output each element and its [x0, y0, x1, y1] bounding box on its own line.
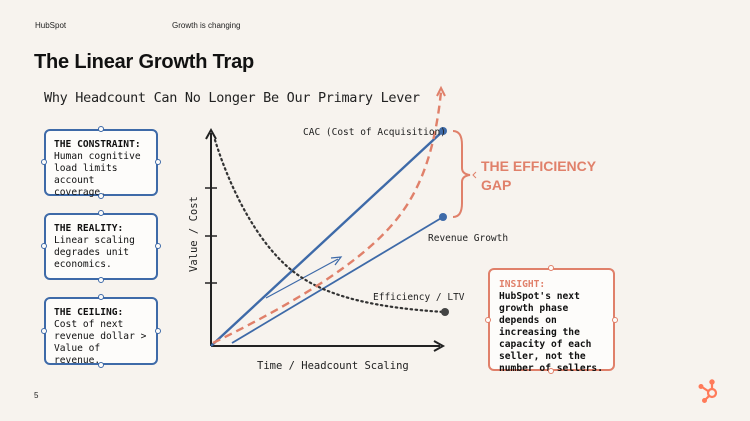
card-connector-dot: [98, 193, 104, 199]
efficiency-gap-label-line2: GAP: [481, 177, 511, 193]
card-connector-dot: [98, 210, 104, 216]
cac-endpoint: [439, 127, 447, 135]
card-constraint-body: Human cognitive load limits account cove…: [54, 151, 141, 198]
section-label: Growth is changing: [172, 21, 241, 30]
chart-axes: [205, 127, 446, 352]
card-constraint-heading: THE CONSTRAINT:: [54, 139, 141, 150]
insight-heading: INSIGHT:: [499, 279, 546, 290]
card-connector-dot: [98, 126, 104, 132]
insight-connector-dot: [485, 317, 491, 323]
card-connector-dot: [41, 159, 47, 165]
card-ceiling-body: Cost of next revenue dollar > Value of r…: [54, 319, 147, 366]
efficiency-endpoint: [441, 308, 449, 316]
card-connector-dot: [41, 328, 47, 334]
insight-connector-dot: [612, 317, 618, 323]
revenue-endpoint: [439, 213, 447, 221]
insight-connector-dot: [548, 265, 554, 271]
card-ceiling-heading: THE CEILING:: [54, 307, 124, 318]
efficiency-label: Efficiency / LTV: [373, 292, 465, 303]
gap-chevron-icon: [472, 171, 477, 179]
y-axis-arrowhead: [205, 127, 217, 140]
slide-title: The Linear Growth Trap: [34, 51, 255, 73]
card-reality-heading: THE REALITY:: [54, 223, 124, 234]
insight-card: INSIGHT: HubSpot's next growth phase dep…: [488, 268, 615, 374]
insight-body: HubSpot's next growth phase depends on i…: [499, 291, 603, 374]
card-connector-dot: [98, 277, 104, 283]
revenue-line: [231, 216, 444, 344]
exponential-cost-arrowhead: [436, 85, 446, 97]
card-connector-dot: [41, 243, 47, 249]
efficiency-gap-bracket: [452, 130, 471, 218]
card-connector-dot: [155, 243, 161, 249]
card-connector-dot: [98, 294, 104, 300]
exponential-cost-curve: [212, 91, 443, 345]
card-connector-dot: [98, 362, 104, 368]
x-axis-label: Time / Headcount Scaling: [257, 360, 409, 372]
x-axis-arrowhead: [433, 340, 446, 352]
revenue-label: Revenue Growth: [428, 233, 508, 244]
card-ceiling: THE CEILING: Cost of next revenue dollar…: [44, 297, 158, 366]
cac-label: CAC (Cost of Acquisition): [303, 127, 446, 138]
insight-connector-dot: [548, 368, 554, 374]
card-reality-body: Linear scaling degrades unit economics.: [54, 235, 135, 270]
hubspot-sprocket-icon: [698, 379, 718, 404]
card-constraint: THE CONSTRAINT: Human cognitive load lim…: [44, 129, 158, 198]
card-connector-dot: [155, 328, 161, 334]
page-number: 5: [34, 391, 39, 400]
efficiency-gap-label-line1: THE EFFICIENCY: [481, 158, 597, 174]
card-connector-dot: [155, 159, 161, 165]
slide-subtitle: Why Headcount Can No Longer Be Our Prima…: [44, 90, 420, 106]
y-axis-label: Value / Cost: [188, 196, 200, 272]
efficiency-curve: [213, 138, 446, 314]
brand-label: HubSpot: [35, 21, 67, 30]
cac-line: [210, 130, 444, 347]
